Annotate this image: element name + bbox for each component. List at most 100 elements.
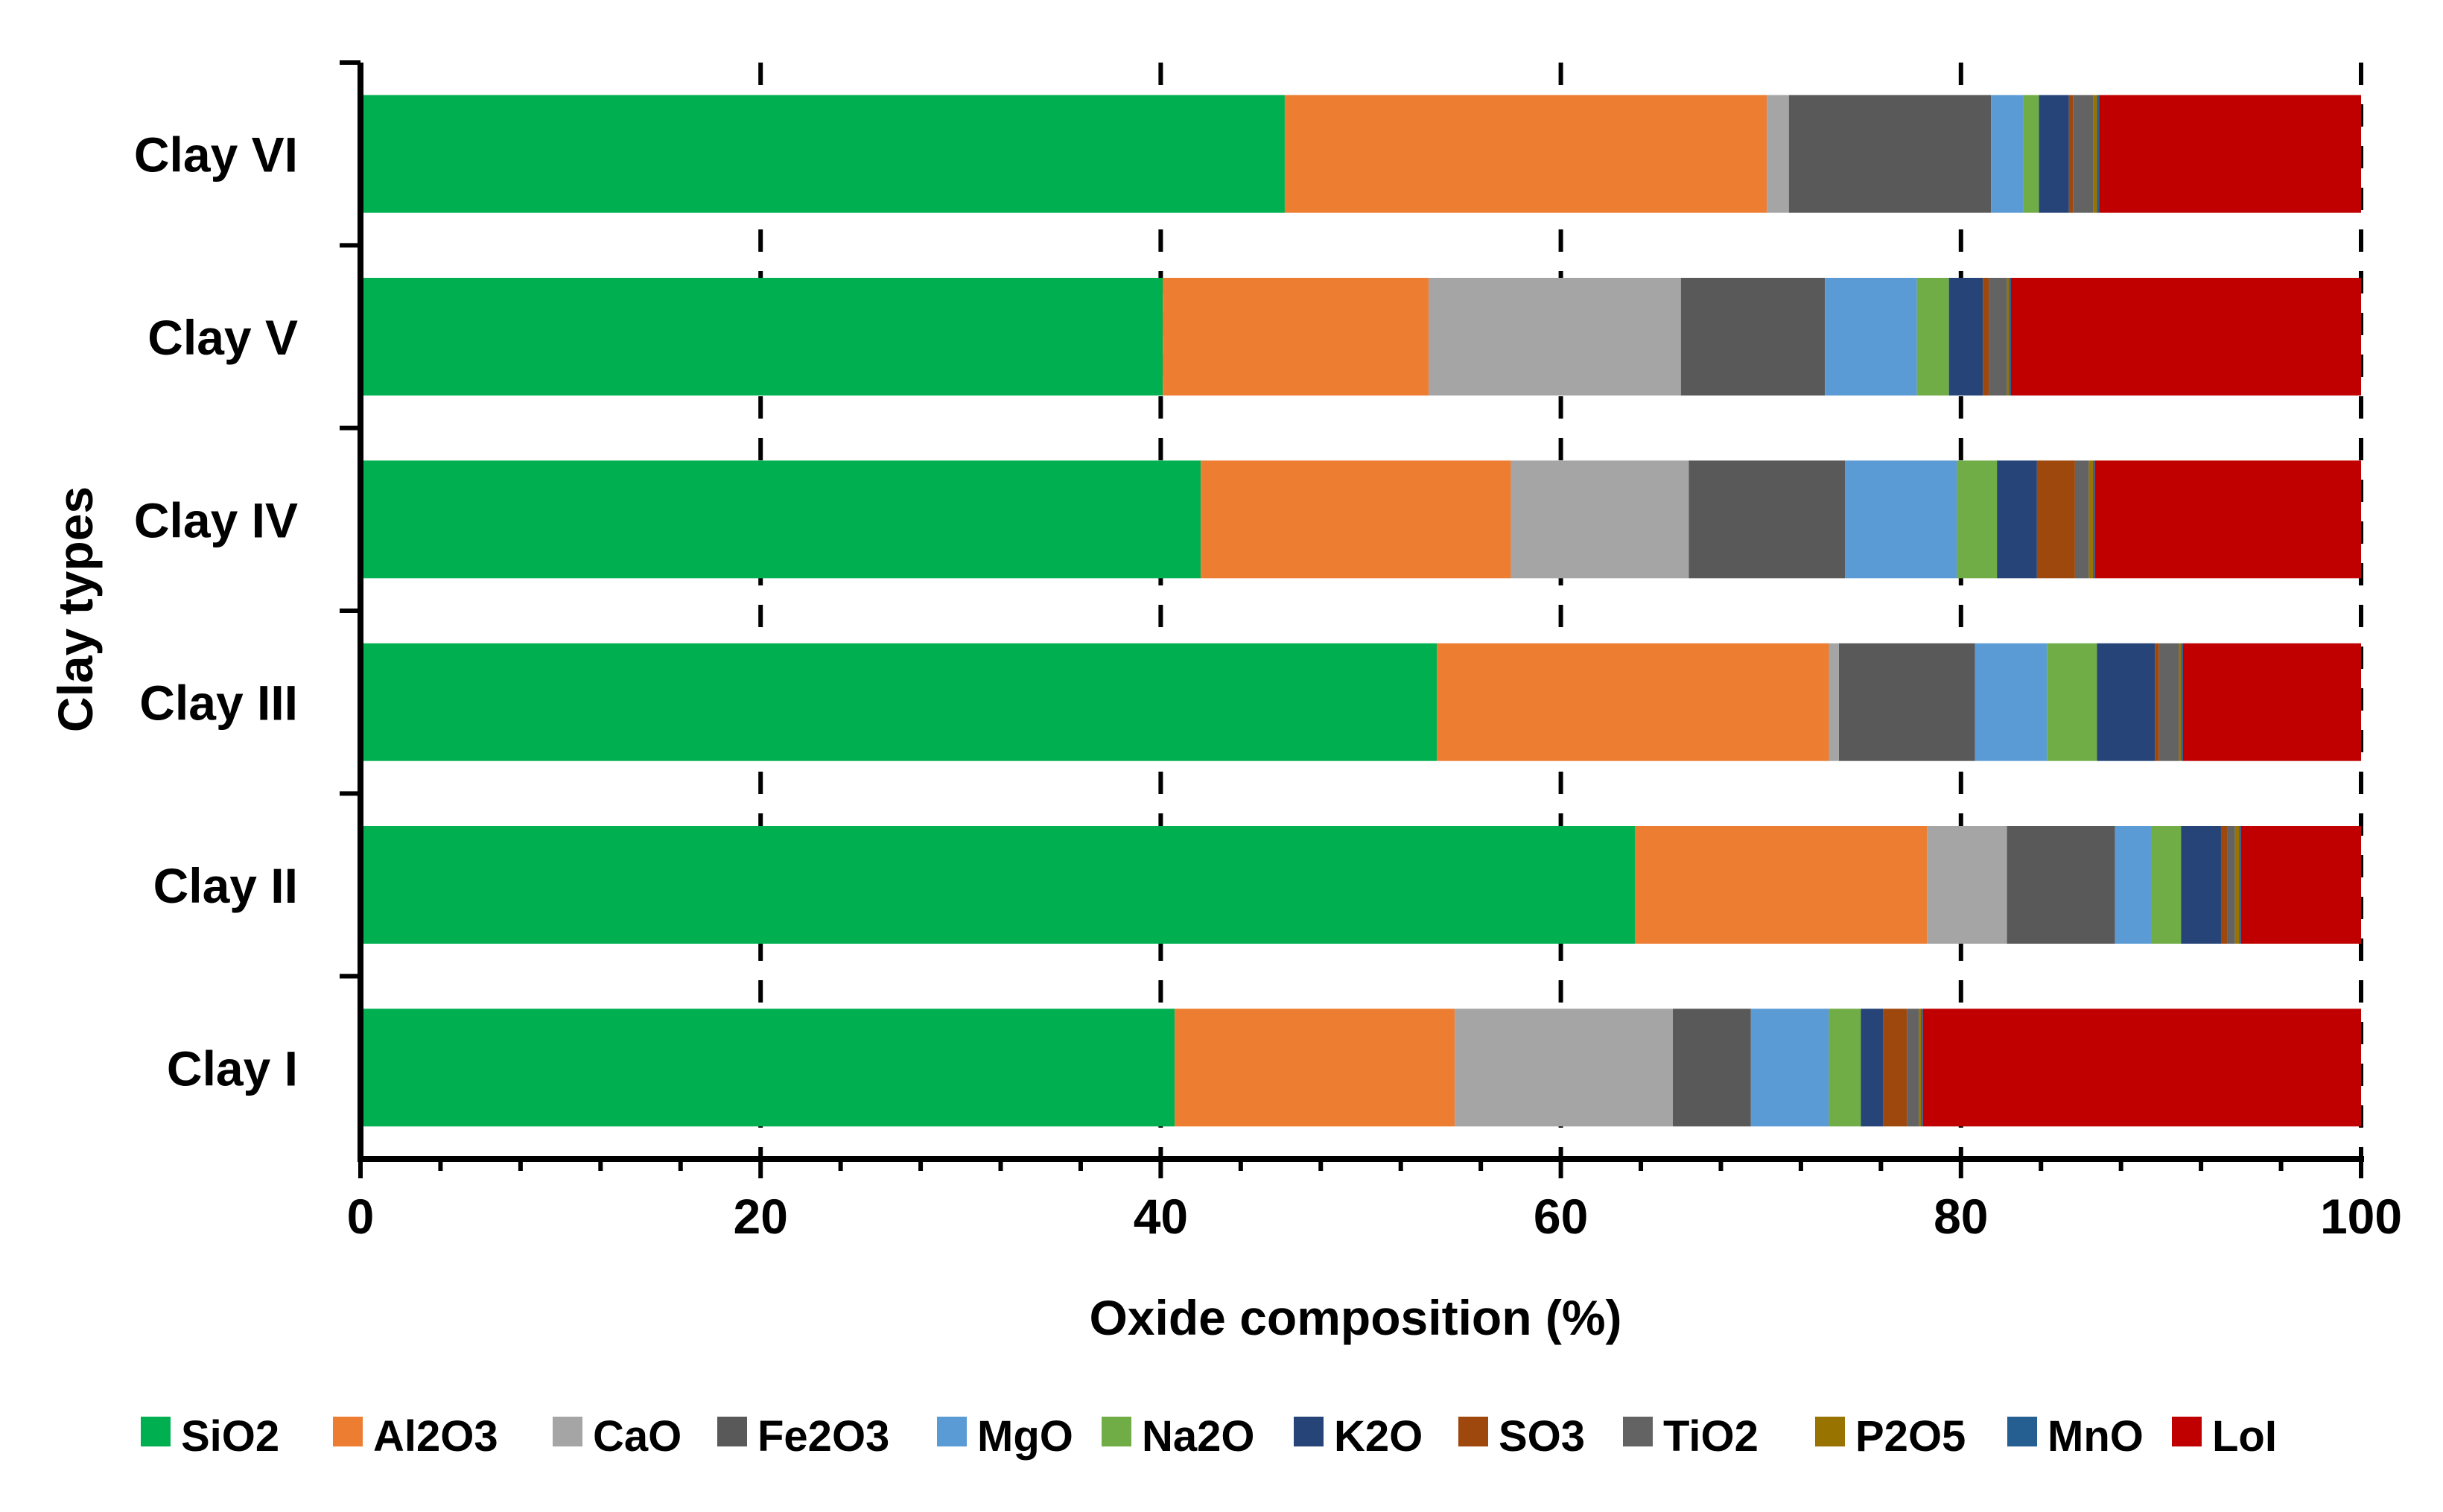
bar-clay-vi-cao bbox=[1767, 95, 1789, 213]
legend-swatch-loi bbox=[2172, 1417, 2202, 1446]
legend: SiO2 Al2O3 CaO Fe2O3 MgO Na2O K2O SO3 TiO2 P2O5 Mn… bbox=[141, 1412, 2277, 1461]
legend-label-al2o3: Al2O3 bbox=[373, 1412, 498, 1461]
bar-clay-ii-k2o bbox=[2181, 826, 2221, 944]
legend-swatch-tio2 bbox=[1623, 1417, 1653, 1446]
legend-swatch-mno bbox=[2007, 1417, 2037, 1446]
bar-clay-v-sio2 bbox=[360, 278, 1163, 396]
legend-label-p2o5: P2O5 bbox=[1855, 1412, 1966, 1461]
bar-clay-vi-tio2 bbox=[2073, 95, 2094, 213]
y-tick-label-3: Clay IV bbox=[134, 492, 298, 547]
bar-clay-ii-cao bbox=[1927, 826, 2007, 944]
bar-clay-ii-p2o5 bbox=[2234, 826, 2240, 944]
bar-clay-v-na2o bbox=[1916, 278, 1949, 396]
x-tick-label-80: 80 bbox=[1934, 1189, 1988, 1244]
bar-clay-v-tio2 bbox=[1989, 278, 2007, 396]
bar-clay-v-al2o3 bbox=[1163, 278, 1429, 396]
bar-clay-i-sio2 bbox=[360, 1008, 1175, 1127]
bar-clay-i-al2o3 bbox=[1175, 1008, 1455, 1127]
bar-clay-ii-mno bbox=[2239, 826, 2241, 944]
bar-clay-vi-na2o bbox=[2023, 95, 2039, 213]
y-axis-title: Clay types bbox=[48, 486, 103, 732]
legend-label-loi: LoI bbox=[2212, 1412, 2277, 1461]
bar-clay-iii-k2o bbox=[2097, 643, 2156, 761]
bar-clay-vi-sio2 bbox=[360, 95, 1285, 213]
bar-clay-i-k2o bbox=[1861, 1008, 1884, 1127]
bar-clay-i-fe2o3 bbox=[1673, 1008, 1751, 1127]
bar-clay-iii-na2o bbox=[2047, 643, 2097, 761]
legend-swatch-na2o bbox=[1102, 1417, 1131, 1446]
bar-clay-ii-sio2 bbox=[360, 826, 1635, 944]
bar-clay-iv-loi bbox=[2094, 460, 2361, 579]
legend-label-fe2o3: Fe2O3 bbox=[757, 1412, 889, 1461]
legend-label-so3: SO3 bbox=[1499, 1412, 1585, 1461]
bar-clay-ii-tio2 bbox=[2227, 826, 2235, 944]
y-tick-label-4: Clay V bbox=[147, 310, 298, 365]
bar-clay-i-mgo bbox=[1750, 1008, 1829, 1127]
bar-clay-iii-mgo bbox=[1975, 643, 2048, 761]
bar-clay-i-p2o5 bbox=[1919, 1008, 1922, 1127]
x-tick-label-0: 0 bbox=[347, 1189, 375, 1244]
bar-clay-v-mgo bbox=[1825, 278, 1917, 396]
bar-clay-v-fe2o3 bbox=[1680, 278, 1826, 396]
bar-clay-ii-al2o3 bbox=[1634, 826, 1928, 944]
bar-clay-v-k2o bbox=[1948, 278, 1983, 396]
legend-swatch-fe2o3 bbox=[717, 1417, 747, 1446]
legend-label-k2o: K2O bbox=[1334, 1412, 1423, 1461]
bar-clay-iii-sio2 bbox=[360, 643, 1437, 761]
bar-clay-i-mno bbox=[1921, 1008, 1923, 1127]
y-tick-label-1: Clay II bbox=[153, 858, 298, 913]
legend-swatch-al2o3 bbox=[333, 1417, 363, 1446]
bar-clay-iii-al2o3 bbox=[1437, 643, 1829, 761]
bar-clay-v-mno bbox=[2009, 278, 2011, 396]
bar-clay-vi-mgo bbox=[1991, 95, 2024, 213]
legend-swatch-cao bbox=[553, 1417, 582, 1446]
bar-clay-iv-p2o5 bbox=[2088, 460, 2094, 579]
legend-label-mgo: MgO bbox=[977, 1412, 1073, 1461]
bar-clay-vi-k2o bbox=[2039, 95, 2069, 213]
bar-clay-iii-cao bbox=[1829, 643, 1839, 761]
bar-clay-vi-al2o3 bbox=[1284, 95, 1767, 213]
legend-label-sio2: SiO2 bbox=[181, 1412, 279, 1461]
legend-swatch-mgo bbox=[937, 1417, 967, 1446]
bar-clay-iii-so3 bbox=[2155, 643, 2159, 761]
bar-clay-iii-fe2o3 bbox=[1838, 643, 1975, 761]
x-tick-label-40: 40 bbox=[1134, 1189, 1188, 1244]
legend-label-na2o: Na2O bbox=[1142, 1412, 1255, 1461]
bar-clay-iv-sio2 bbox=[360, 460, 1201, 579]
bar-clay-iii-loi bbox=[2182, 643, 2361, 761]
y-tick-label-5: Clay VI bbox=[134, 127, 298, 182]
bar-clay-iv-so3 bbox=[2036, 460, 2075, 579]
bar-clay-iv-cao bbox=[1510, 460, 1689, 579]
y-tick-label-2: Clay III bbox=[139, 676, 298, 731]
x-tick-label-20: 20 bbox=[733, 1189, 787, 1244]
bar-clay-iii-p2o5 bbox=[2179, 643, 2182, 761]
bar-clay-ii-na2o bbox=[2150, 826, 2182, 944]
x-tick-label-60: 60 bbox=[1534, 1189, 1588, 1244]
bar-clay-iv-tio2 bbox=[2074, 460, 2089, 579]
bar-clay-i-na2o bbox=[1829, 1008, 1861, 1127]
bar-clay-ii-loi bbox=[2240, 826, 2361, 944]
x-axis-title: Oxide composition (%) bbox=[1089, 1290, 1621, 1345]
bar-clay-iii-tio2 bbox=[2158, 643, 2179, 761]
bar-clay-iv-k2o bbox=[1997, 460, 2037, 579]
legend-swatch-so3 bbox=[1458, 1417, 1488, 1446]
bar-clay-i-so3 bbox=[1883, 1008, 1907, 1127]
bar-clay-ii-mgo bbox=[2115, 826, 2151, 944]
bar-clay-iv-fe2o3 bbox=[1689, 460, 1846, 579]
bar-clay-ii-fe2o3 bbox=[2007, 826, 2115, 944]
legend-swatch-p2o5 bbox=[1815, 1417, 1845, 1446]
legend-label-tio2: TiO2 bbox=[1663, 1412, 1759, 1461]
bar-clay-vi-p2o5 bbox=[2093, 95, 2097, 213]
bar-clay-vi-loi bbox=[2099, 95, 2361, 213]
legend-label-cao: CaO bbox=[593, 1412, 682, 1461]
legend-label-mno: MnO bbox=[2048, 1412, 2144, 1461]
legend-swatch-sio2 bbox=[141, 1417, 171, 1446]
x-tick-label-100: 100 bbox=[2320, 1189, 2402, 1244]
bar-clay-vi-mno bbox=[2097, 95, 2100, 213]
bar-clay-ii-so3 bbox=[2220, 826, 2228, 944]
bar-clay-iv-mgo bbox=[1845, 460, 1957, 579]
bar-clay-iii-mno bbox=[2181, 643, 2183, 761]
bar-clay-vi-so3 bbox=[2068, 95, 2074, 213]
bar-clay-v-cao bbox=[1429, 278, 1681, 396]
